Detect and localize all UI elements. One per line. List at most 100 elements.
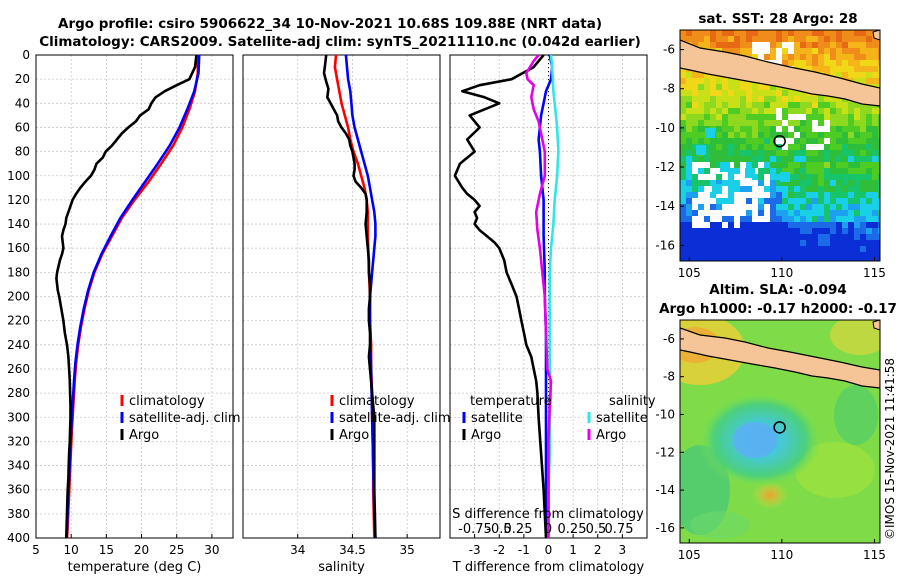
sst-cell [740, 108, 746, 114]
sst-cell [752, 126, 758, 132]
sst-cell [866, 78, 872, 84]
sst-cell [716, 30, 722, 36]
sst-cell [824, 168, 830, 174]
map-y-tick-label: -12 [655, 445, 675, 459]
map-y-tick-label: -14 [655, 483, 675, 497]
sst-cell [872, 258, 878, 261]
sst-cell [776, 162, 782, 168]
sst-cell [698, 102, 704, 108]
sst-cell [824, 258, 830, 261]
sst-cell [770, 114, 776, 120]
y-tick-label: 220 [7, 314, 30, 328]
sst-cell [764, 240, 770, 246]
sst-cell [782, 252, 788, 258]
sst-cell [836, 156, 842, 162]
sst-cell [836, 186, 842, 192]
sst-cell [854, 30, 860, 36]
y-tick-label: 300 [7, 410, 30, 424]
sst-cell [812, 30, 818, 36]
sst-cell [836, 198, 842, 204]
sst-cell [776, 216, 782, 222]
sst-cell [836, 48, 842, 54]
series-line-argo [322, 54, 377, 539]
sst-cell [782, 246, 788, 252]
sst-cell [746, 96, 752, 102]
sst-cell [794, 30, 800, 36]
sst-cell [686, 246, 692, 252]
sst-cell [782, 210, 788, 216]
x-axis-label: salinity [318, 560, 365, 575]
sst-cell [770, 144, 776, 150]
sst-cell [734, 30, 740, 36]
sst-cell [686, 102, 692, 108]
sst-cell [776, 240, 782, 246]
sst-cell [710, 234, 716, 240]
sst-cell [770, 84, 776, 90]
sst-cell [716, 84, 722, 90]
sst-cell [764, 84, 770, 90]
sst-cell [866, 168, 872, 174]
sst-cell [752, 54, 758, 60]
sst-cell [770, 90, 776, 96]
sst-cell [704, 144, 710, 150]
sst-cell [854, 138, 860, 144]
sst-cell [848, 216, 854, 222]
sst-cell [866, 144, 872, 150]
sst-cell [740, 30, 746, 36]
sst-cell [782, 162, 788, 168]
sst-cell [830, 216, 836, 222]
sst-cell [866, 204, 872, 210]
sst-cell [848, 120, 854, 126]
sst-cell [740, 48, 746, 54]
sst-cell [836, 138, 842, 144]
sst-cell [812, 48, 818, 54]
sst-cell [830, 222, 836, 228]
sst-cell [686, 120, 692, 126]
sst-cell [752, 240, 758, 246]
sst-cell [788, 204, 794, 210]
sst-cell [878, 258, 880, 261]
sst-cell [716, 228, 722, 234]
sst-cell [782, 258, 788, 261]
sst-cell [740, 234, 746, 240]
sst-cell [704, 228, 710, 234]
sst-cell [686, 96, 692, 102]
sst-cell [686, 192, 692, 198]
sst-cell [728, 198, 734, 204]
sst-map-cells [680, 30, 880, 261]
sst-cell [722, 234, 728, 240]
sst-cell [776, 192, 782, 198]
sst-cell [770, 246, 776, 252]
series-line-satellite-adj-clim [344, 54, 377, 539]
sst-cell [722, 120, 728, 126]
sst-cell [776, 198, 782, 204]
x-tick-label: 34 [290, 543, 305, 557]
sst-cell [746, 30, 752, 36]
sst-cell [800, 216, 806, 222]
sst-cell [746, 210, 752, 216]
sst-cell [848, 144, 854, 150]
sst-cell [740, 246, 746, 252]
sst-cell [746, 36, 752, 42]
sst-cell [812, 198, 818, 204]
salinity-panel: 34 34.5 35 salinity climatology satellite-adj… [242, 54, 451, 575]
sst-cell [752, 90, 758, 96]
sst-cell [734, 126, 740, 132]
sst-cell [704, 150, 710, 156]
sst-cell [800, 156, 806, 162]
sst-cell [776, 150, 782, 156]
sst-cell [710, 78, 716, 84]
map-y-tick-label: -10 [655, 407, 675, 421]
sst-cell [728, 168, 734, 174]
sst-cell [686, 174, 692, 180]
sst-cell [788, 192, 794, 198]
sst-cell [734, 228, 740, 234]
sst-cell [770, 54, 776, 60]
sst-cell [780, 172, 790, 182]
sst-cell [800, 144, 806, 150]
sst-cell [770, 42, 776, 48]
sst-cell [878, 210, 880, 216]
sst-cell [866, 54, 872, 60]
sst-cell [794, 252, 800, 258]
sst-cell [806, 96, 812, 102]
